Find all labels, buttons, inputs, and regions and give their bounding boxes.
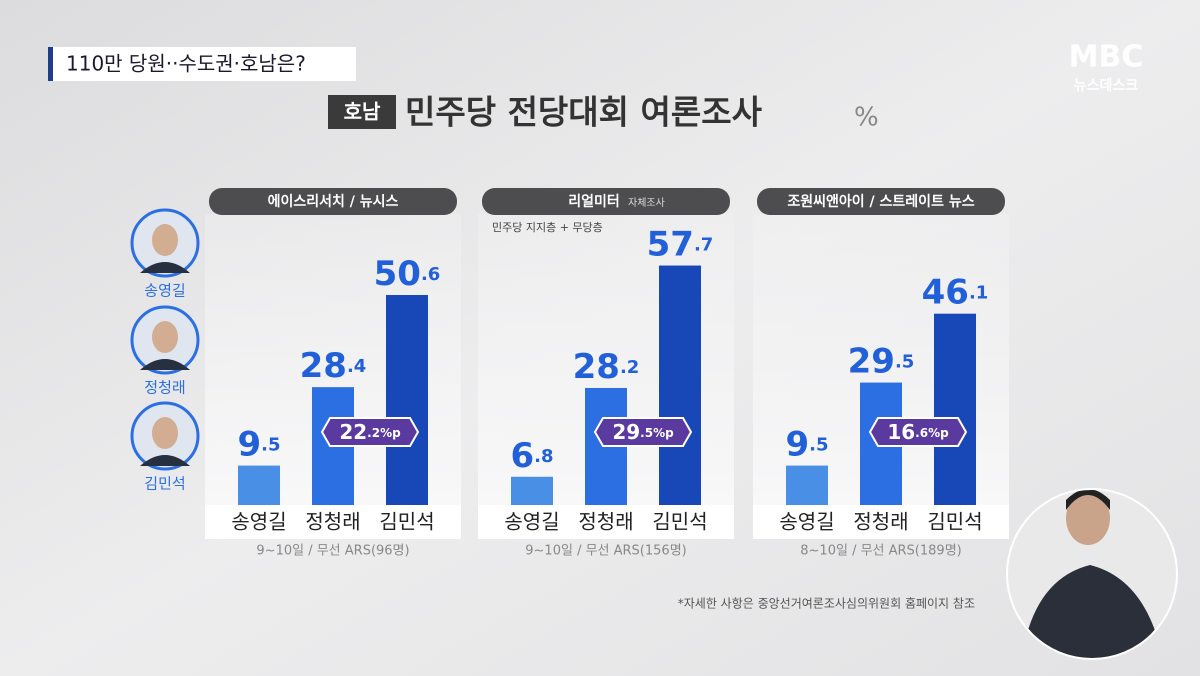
portrait-face [152,321,178,353]
category-label: 송영길 [504,510,559,534]
bar [511,476,553,505]
category-label: 김민석 [379,510,434,534]
category-strip [205,505,461,539]
annotation: 29.5%p [612,420,674,444]
category-strip [753,505,1009,539]
headline: 110만 당원··수도권·호남은? [66,52,306,76]
annotation: 16.6%p [887,420,949,444]
value-label: 57.7 [647,224,714,264]
annotation-pill [593,417,693,447]
headline-accent [48,47,53,81]
category-label: 정청래 [578,510,633,534]
logo-brand: MBC [1069,40,1144,75]
headline-box [48,47,356,81]
bar [659,265,701,505]
chart-panel: 에이스리서치 / 뉴시스 9.5 송영길 28.4 정청래 50.6 김민석 22.2%p 9~… [205,188,461,559]
main-title: 민주당 전당대회 여론조사 [405,93,763,132]
interpreter-head [1066,491,1110,545]
title-pill [482,188,730,215]
chart-subtitle: 민주당 지지층 + 무당층 [492,221,603,234]
bar [786,465,828,505]
candidate: 송영길 [130,208,200,300]
interpreter-hair [1066,490,1110,510]
survey-note: 9~10일 / 무선 ARS(96명) [256,544,409,559]
category-strip [478,505,734,539]
interpreter [1006,488,1178,660]
region-box [328,95,396,129]
annotation-pill [320,417,420,447]
value-label: 6.8 [510,435,553,475]
portrait-face [152,417,178,449]
chart-title: 에이스리서치 / 뉴시스 [268,193,399,210]
region: 호남 [344,100,381,124]
annotation: 22.2%p [339,420,401,444]
category-label: 김민석 [927,510,982,534]
category-label: 송영길 [779,510,834,534]
value-label: 9.5 [237,424,280,464]
chart-title: 리얼미터 [568,194,620,210]
category-label: 정청래 [853,510,908,534]
portrait-suit [140,262,190,273]
candidate-name: 정청래 [144,379,185,397]
chart-panel: 조원씨앤아이 / 스트레이트 뉴스 9.5 송영길 29.5 정청래 46.1 김민석 16.… [753,188,1009,559]
category-label: 김민석 [652,510,707,534]
value-label: 9.5 [785,424,828,464]
bar [934,313,976,505]
value-label: 50.6 [374,254,441,294]
value-label: 28.2 [573,346,640,386]
interpreter-body [1020,565,1165,658]
candidate: 김민석 [130,401,200,493]
value-label: 28.4 [300,346,367,386]
value-label: 29.5 [848,341,915,381]
candidate-name: 김민석 [144,475,185,493]
title-pill [209,188,457,215]
logo-program: 뉴스데스크 [1074,78,1139,94]
category-label: 송영길 [231,510,286,534]
title-pill [757,188,1005,215]
unit: % [854,103,879,133]
category-label: 정청래 [305,510,360,534]
survey-note: 8~10일 / 무선 ARS(189명) [800,544,961,559]
footnote: *자세한 사항은 중앙선거여론조사심의위원회 홈페이지 참조 [678,597,975,611]
portrait-suit [140,455,190,466]
portrait-suit [140,359,190,370]
bar [386,295,428,505]
title-note: 자체조사 [628,197,665,209]
annotation-pill [868,417,968,447]
portrait-face [152,224,178,256]
bar [238,465,280,505]
candidate: 정청래 [130,305,200,397]
value-label: 46.1 [922,272,989,312]
chart-title: 조원씨앤아이 / 스트레이트 뉴스 [787,193,974,210]
survey-note: 9~10일 / 무선 ARS(156명) [525,544,686,559]
candidate-name: 송영길 [144,282,185,300]
